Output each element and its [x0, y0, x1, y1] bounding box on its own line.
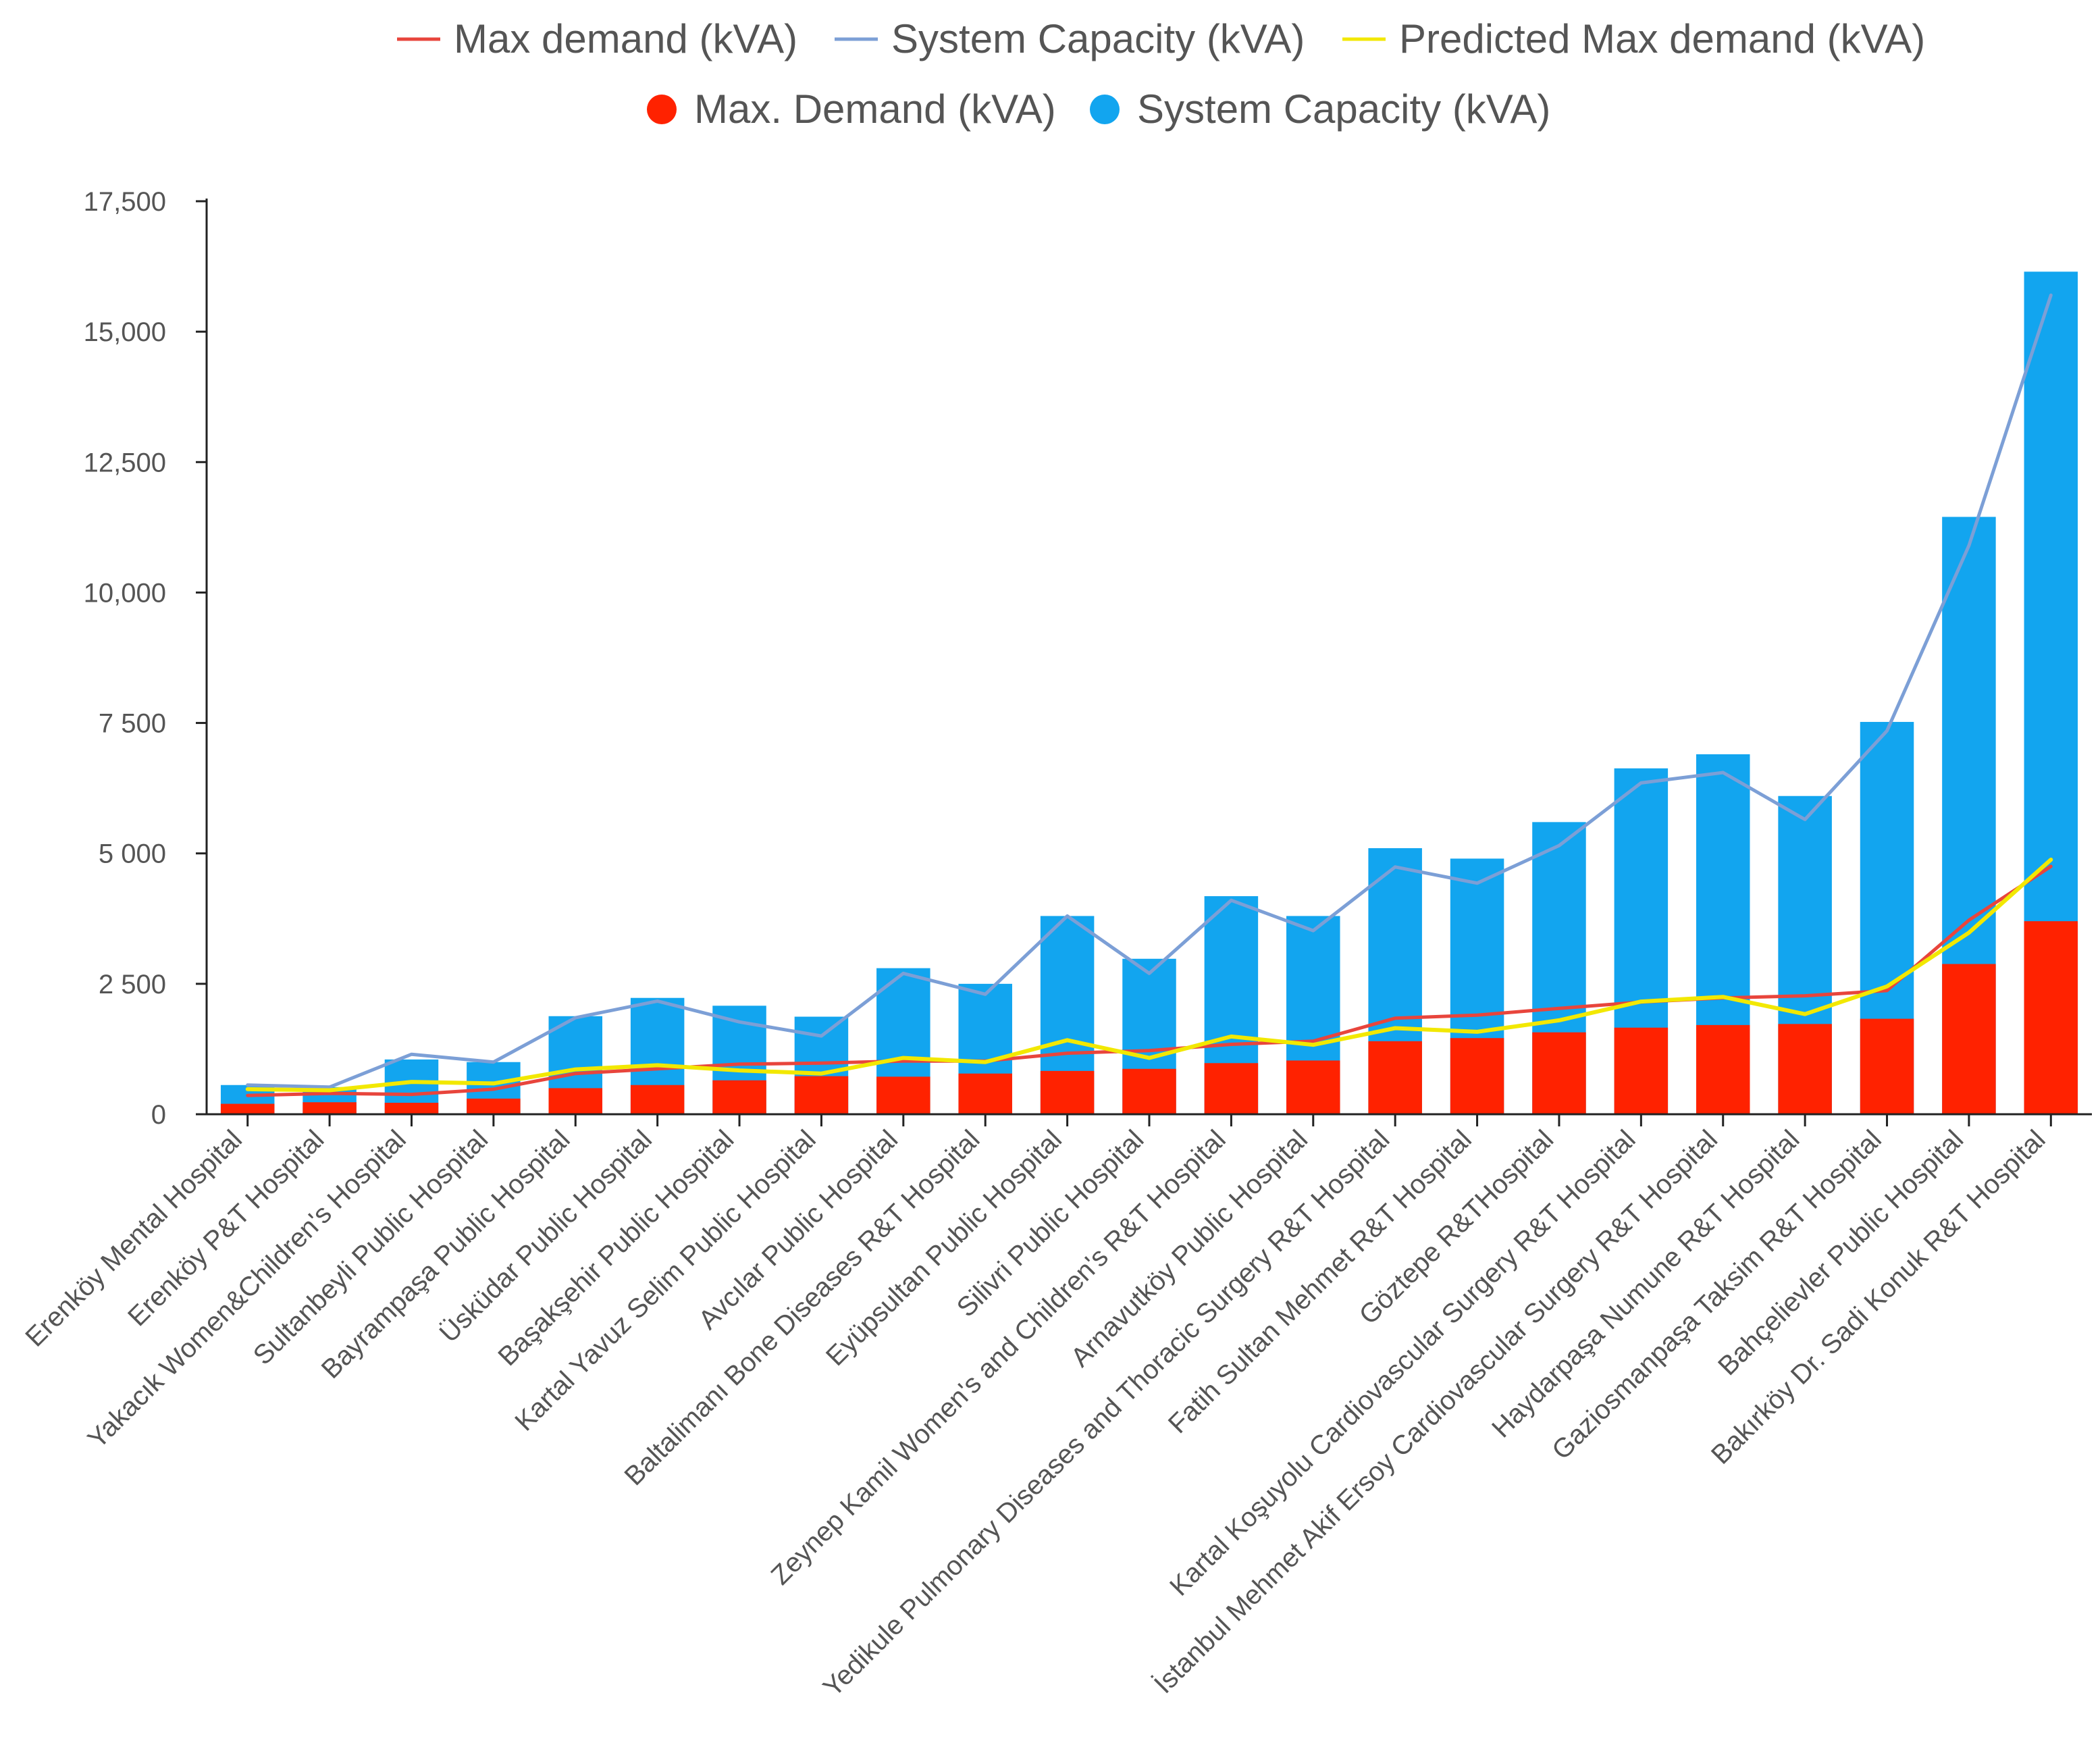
legend-label-system-capacity-bar: System Capacity (kVA)	[1137, 86, 1550, 132]
bar-max-demand-5	[630, 1085, 685, 1114]
bar-max-demand-6	[712, 1080, 766, 1114]
bar-max-demand-3	[467, 1098, 521, 1114]
line-system-capacity	[246, 293, 2053, 1089]
plot-area: 0 2 500 5 000 7 500 10,000 12,500 15,000 17,500…	[20, 187, 2092, 1702]
bar-max-demand-2	[384, 1103, 439, 1114]
legend-label-max-demand-bar: Max. Demand (kVA)	[694, 86, 1056, 132]
bar-max-demand-13	[1286, 1060, 1340, 1114]
bar-max-demand-18	[1696, 1024, 1750, 1114]
legend-label-predicted-max-demand-line: Predicted Max demand (kVA)	[1399, 16, 1925, 61]
y-tick-label-5: 12,500	[84, 448, 166, 477]
legend: Max demand (kVA) System Capacity (kVA) P…	[397, 16, 1925, 132]
y-tick-label-3: 7 500	[99, 709, 166, 739]
bar-max-demand-22	[2024, 921, 2078, 1114]
x-tick-label-19: Haydarpaşa Numune R&T Hospital	[1486, 1124, 1805, 1443]
line-predicted-max-demand	[245, 858, 2053, 1093]
bar-max-demand-14	[1368, 1041, 1422, 1114]
bar-max-demand-20	[1860, 1018, 1914, 1114]
legend-item-predicted-max-demand-line[interactable]: Predicted Max demand (kVA)	[1342, 16, 1925, 61]
legend-item-system-capacity-bar[interactable]: System Capacity (kVA)	[1090, 86, 1550, 132]
y-tick-label-6: 15,000	[84, 317, 166, 347]
bar-max-demand-16	[1532, 1032, 1586, 1114]
y-tick-label-1: 2 500	[99, 970, 166, 999]
x-tick-label-15: Fatih Sultan Mehmet R&T Hospital	[1163, 1124, 1477, 1439]
line-max-demand	[246, 864, 2053, 1097]
y-tick-label-0: 0	[151, 1100, 166, 1130]
bar-max-demand-12	[1204, 1063, 1259, 1114]
legend-item-system-capacity-line[interactable]: System Capacity (kVA)	[835, 16, 1305, 61]
bar-max-demand-9	[958, 1073, 1012, 1114]
bar-max-demand-10	[1040, 1070, 1095, 1114]
bar-max-demand-15	[1450, 1038, 1504, 1114]
y-tick-label-7: 17,500	[84, 187, 166, 217]
bar-max-demand-21	[1942, 964, 1996, 1114]
y-tick-label-2: 5 000	[99, 839, 166, 869]
legend-item-max-demand-bar[interactable]: Max. Demand (kVA)	[647, 86, 1056, 132]
x-tick-label-7: Kartal Yavuz Selim Public Hospital	[509, 1124, 821, 1436]
y-tick-label-4: 10,000	[84, 578, 166, 608]
bar-max-demand-8	[876, 1076, 930, 1114]
legend-dot-swatch-max-demand	[647, 95, 677, 124]
legend-label-max-demand-line: Max demand (kVA)	[454, 16, 797, 61]
bar-max-demand-0	[220, 1103, 275, 1114]
bar-max-demand-11	[1122, 1068, 1176, 1114]
legend-label-system-capacity-line: System Capacity (kVA)	[891, 16, 1305, 61]
bar-max-demand-7	[794, 1076, 849, 1114]
legend-item-max-demand-line[interactable]: Max demand (kVA)	[397, 16, 797, 61]
bar-max-demand-19	[1778, 1024, 1832, 1114]
x-tick-label-2: Yakacık Women&Children's Hospital	[82, 1124, 412, 1454]
bar-max-demand-1	[303, 1102, 357, 1114]
bar-max-demand-4	[548, 1088, 603, 1114]
bar-max-demand-17	[1614, 1027, 1669, 1114]
legend-dot-swatch-system-capacity	[1090, 95, 1120, 124]
